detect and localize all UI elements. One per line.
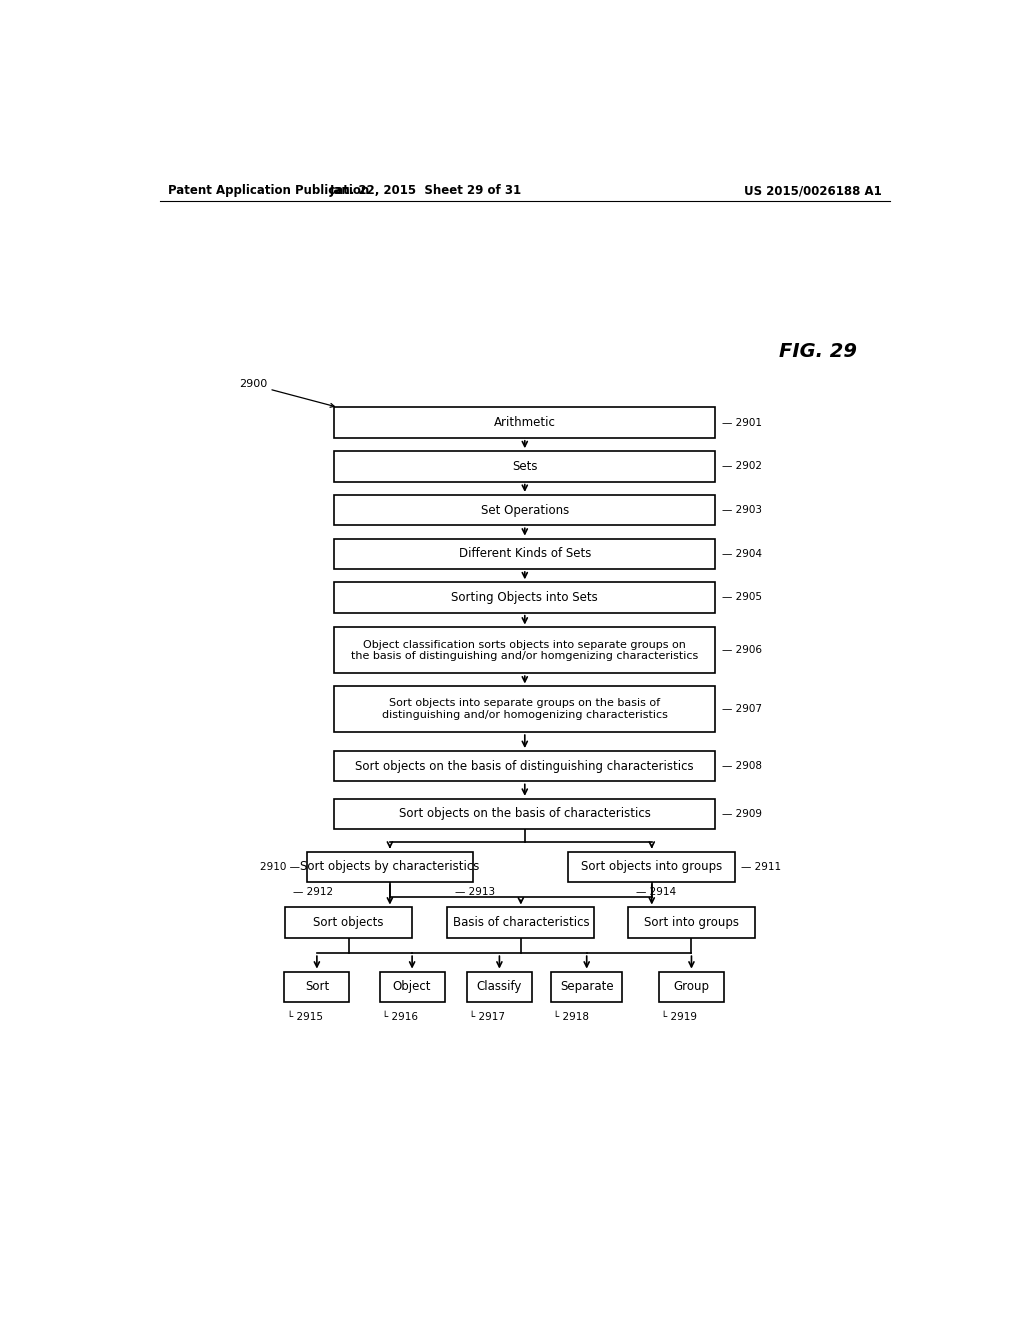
Text: Sort: Sort xyxy=(305,981,329,993)
FancyBboxPatch shape xyxy=(658,972,724,1002)
Text: Set Operations: Set Operations xyxy=(480,503,569,516)
Text: Sorting Objects into Sets: Sorting Objects into Sets xyxy=(452,591,598,605)
Text: Arithmetic: Arithmetic xyxy=(494,416,556,429)
Text: Sort objects: Sort objects xyxy=(313,916,384,929)
Text: Object: Object xyxy=(393,981,431,993)
FancyBboxPatch shape xyxy=(447,907,594,939)
Text: Jan. 22, 2015  Sheet 29 of 31: Jan. 22, 2015 Sheet 29 of 31 xyxy=(330,185,521,198)
Text: Separate: Separate xyxy=(560,981,613,993)
Text: 2900: 2900 xyxy=(239,379,267,389)
FancyBboxPatch shape xyxy=(334,582,715,612)
FancyBboxPatch shape xyxy=(334,799,715,829)
Text: Basis of characteristics: Basis of characteristics xyxy=(453,916,589,929)
Text: — 2914: — 2914 xyxy=(636,887,676,898)
Text: US 2015/0026188 A1: US 2015/0026188 A1 xyxy=(744,185,882,198)
Text: — 2906: — 2906 xyxy=(722,645,762,655)
Text: — 2913: — 2913 xyxy=(456,887,496,898)
Text: — 2907: — 2907 xyxy=(722,705,762,714)
Text: └ 2915: └ 2915 xyxy=(287,1012,323,1022)
Text: Sort objects into groups: Sort objects into groups xyxy=(582,861,722,874)
Text: — 2904: — 2904 xyxy=(722,549,762,558)
Text: — 2901: — 2901 xyxy=(722,417,762,428)
Text: — 2902: — 2902 xyxy=(722,462,762,471)
Text: Sort objects by characteristics: Sort objects by characteristics xyxy=(300,861,479,874)
Text: Object classification sorts objects into separate groups on
the basis of disting: Object classification sorts objects into… xyxy=(351,639,698,661)
FancyBboxPatch shape xyxy=(568,851,735,882)
FancyBboxPatch shape xyxy=(285,972,349,1002)
Text: — 2905: — 2905 xyxy=(722,593,762,602)
Text: Sort objects on the basis of characteristics: Sort objects on the basis of characteris… xyxy=(399,808,650,821)
Text: — 2912: — 2912 xyxy=(293,887,333,898)
FancyBboxPatch shape xyxy=(285,907,412,939)
Text: — 2909: — 2909 xyxy=(722,809,762,818)
Text: Group: Group xyxy=(674,981,710,993)
Text: — 2903: — 2903 xyxy=(722,506,762,515)
Text: └ 2916: └ 2916 xyxy=(382,1012,418,1022)
Text: └ 2917: └ 2917 xyxy=(469,1012,505,1022)
Text: Sort objects on the basis of distinguishing characteristics: Sort objects on the basis of distinguish… xyxy=(355,760,694,772)
Text: — 2908: — 2908 xyxy=(722,762,762,771)
FancyBboxPatch shape xyxy=(334,408,715,438)
Text: └ 2919: └ 2919 xyxy=(662,1012,697,1022)
FancyBboxPatch shape xyxy=(334,539,715,569)
FancyBboxPatch shape xyxy=(467,972,531,1002)
FancyBboxPatch shape xyxy=(334,751,715,781)
Text: FIG. 29: FIG. 29 xyxy=(778,342,857,360)
FancyBboxPatch shape xyxy=(334,495,715,525)
FancyBboxPatch shape xyxy=(380,972,444,1002)
Text: Sort into groups: Sort into groups xyxy=(644,916,739,929)
Text: Patent Application Publication: Patent Application Publication xyxy=(168,185,369,198)
FancyBboxPatch shape xyxy=(551,972,623,1002)
Text: Classify: Classify xyxy=(477,981,522,993)
FancyBboxPatch shape xyxy=(334,451,715,482)
FancyBboxPatch shape xyxy=(306,851,473,882)
Text: Different Kinds of Sets: Different Kinds of Sets xyxy=(459,548,591,560)
Text: └ 2918: └ 2918 xyxy=(553,1012,590,1022)
Text: — 2911: — 2911 xyxy=(741,862,781,871)
FancyBboxPatch shape xyxy=(334,686,715,733)
FancyBboxPatch shape xyxy=(628,907,755,939)
Text: Sort objects into separate groups on the basis of
distinguishing and/or homogeni: Sort objects into separate groups on the… xyxy=(382,698,668,721)
Text: Sets: Sets xyxy=(512,459,538,473)
FancyBboxPatch shape xyxy=(334,627,715,673)
Text: 2910 —: 2910 — xyxy=(260,862,300,871)
